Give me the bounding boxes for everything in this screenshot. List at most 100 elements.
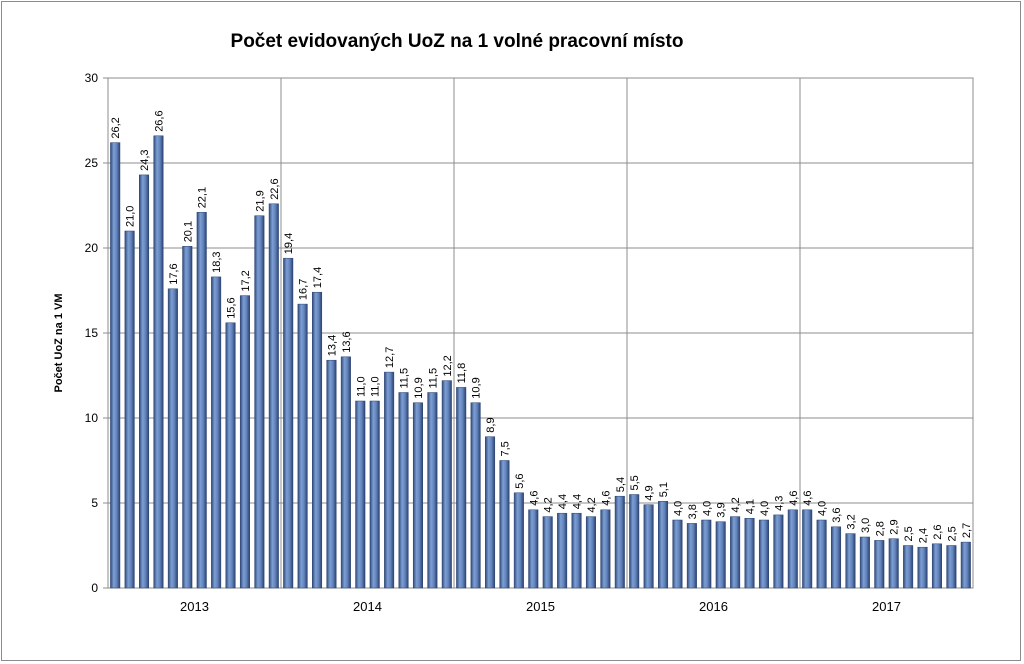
bar: [931, 543, 942, 589]
data-label: 15,6: [226, 297, 238, 318]
data-label: 2,5: [903, 526, 915, 541]
data-label: 4,0: [817, 501, 829, 516]
data-label: 18,3: [211, 251, 223, 272]
data-label: 12,7: [384, 347, 396, 368]
bar: [384, 371, 395, 589]
y-tick-label: 25: [85, 156, 99, 170]
bar: [485, 436, 496, 589]
bar: [211, 276, 222, 589]
data-label: 5,4: [615, 477, 627, 492]
data-label: 4,1: [745, 499, 757, 514]
data-label: 24,3: [139, 149, 151, 170]
bar: [600, 509, 611, 589]
y-axis-label: Počet UoZ na 1 VM: [53, 293, 65, 392]
bar: [239, 295, 250, 589]
bar: [715, 521, 726, 589]
x-tick-label: 2016: [699, 599, 728, 614]
data-label: 3,2: [845, 514, 857, 529]
bar: [903, 545, 914, 589]
data-label: 5,5: [629, 475, 641, 490]
data-label: 20,1: [182, 221, 194, 242]
bars-layer: [110, 135, 971, 589]
data-label: 12,2: [442, 355, 454, 376]
y-tick-label: 20: [85, 241, 99, 255]
bar: [571, 512, 582, 589]
data-label: 4,6: [788, 491, 800, 506]
bar: [816, 519, 827, 589]
data-label: 26,2: [110, 117, 122, 138]
data-label: 4,3: [773, 496, 785, 511]
bar: [960, 541, 971, 589]
data-label: 10,9: [471, 377, 483, 398]
bar: [629, 494, 640, 589]
bar: [701, 519, 712, 589]
bar: [744, 518, 755, 589]
x-tick-label: 2015: [526, 599, 555, 614]
data-label: 19,4: [283, 233, 295, 254]
data-label: 11,5: [427, 368, 439, 389]
y-tick-label: 30: [85, 71, 99, 85]
data-label: 26,6: [153, 110, 165, 131]
data-labels-layer: 26,2 21,0 24,3 26,6 17,6 20,1 22,1 18,3 15,617,2…: [110, 110, 973, 543]
data-label: 11,8: [456, 363, 468, 384]
data-label: 8,9: [485, 417, 497, 432]
data-label: 3,0: [860, 518, 872, 533]
bar: [787, 509, 798, 589]
data-label: 4,0: [759, 501, 771, 516]
data-label: 4,6: [528, 491, 540, 506]
bar: [528, 509, 539, 589]
bar: [441, 380, 452, 589]
bar: [773, 514, 784, 589]
bar: [139, 174, 150, 589]
data-label: 22,6: [269, 178, 281, 199]
data-label: 4,0: [672, 501, 684, 516]
bar: [888, 538, 899, 589]
data-label: 2,4: [918, 528, 930, 543]
bar: [427, 392, 438, 589]
data-label: 2,9: [889, 519, 901, 534]
y-tick-label: 5: [91, 496, 98, 510]
data-label: 2,8: [874, 521, 886, 536]
data-label: 2,5: [946, 526, 958, 541]
data-label: 4,2: [730, 497, 742, 512]
data-label: 4,6: [600, 491, 612, 506]
bar: [254, 215, 265, 589]
data-label: 4,2: [586, 497, 598, 512]
bar: [672, 519, 683, 589]
bar: [283, 257, 294, 589]
bar: [398, 392, 409, 589]
bar: [859, 536, 870, 589]
bar: [456, 387, 467, 589]
bar: [412, 402, 423, 589]
y-tick-label: 10: [85, 411, 99, 425]
data-label: 2,7: [961, 523, 973, 538]
data-label: 11,5: [399, 368, 411, 389]
data-label: 4,4: [557, 494, 569, 509]
bar: [845, 533, 856, 589]
data-label: 3,8: [687, 504, 699, 519]
data-label: 16,7: [298, 279, 310, 300]
data-label: 17,6: [168, 263, 180, 284]
data-label: 7,5: [499, 441, 511, 456]
x-tick-label: 2013: [180, 599, 209, 614]
bar: [369, 400, 380, 589]
data-label: 21,0: [125, 206, 137, 227]
grid-layer: [107, 77, 974, 589]
data-label: 4,0: [701, 501, 713, 516]
y-tick-label: 15: [85, 326, 99, 340]
data-label: 17,2: [240, 270, 252, 291]
bar: [643, 504, 654, 589]
x-tick-label: 2014: [353, 599, 382, 614]
bar: [182, 246, 193, 589]
bar: [167, 288, 178, 589]
bar: [758, 519, 769, 589]
bar: [658, 501, 669, 589]
bar: [946, 545, 957, 589]
bar: [614, 495, 625, 589]
data-label: 4,9: [644, 485, 656, 500]
data-label: 2,6: [932, 525, 944, 540]
data-label: 10,9: [413, 377, 425, 398]
bar: [124, 230, 135, 589]
data-label: 11,0: [355, 376, 367, 397]
bar: [297, 303, 308, 589]
